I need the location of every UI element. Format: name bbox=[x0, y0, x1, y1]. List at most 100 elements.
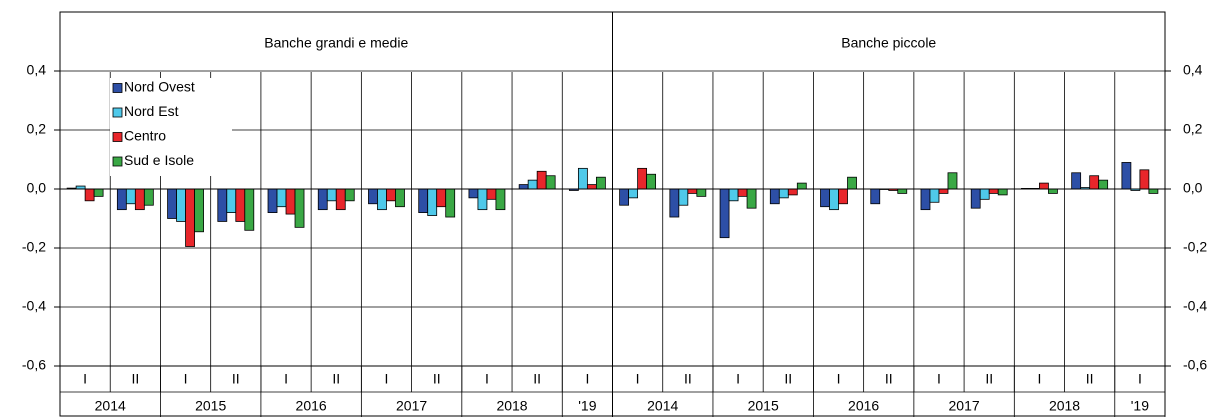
x-tick-label: II bbox=[131, 371, 139, 387]
bar bbox=[84, 188, 95, 202]
x-tick-label: II bbox=[533, 371, 541, 387]
year-label: 2018 bbox=[1049, 398, 1080, 414]
x-tick-label: II bbox=[985, 371, 993, 387]
x-tick-label: II bbox=[433, 371, 441, 387]
y-tick-label: 0,0 bbox=[27, 180, 47, 196]
y-tick-label: 0,0 bbox=[1183, 180, 1203, 196]
legend-label: Sud e Isole bbox=[124, 152, 194, 168]
bar bbox=[787, 188, 798, 196]
bar bbox=[235, 188, 246, 222]
bar bbox=[217, 188, 228, 222]
bar bbox=[418, 188, 429, 214]
panel-title: Banche piccole bbox=[841, 35, 936, 51]
bar bbox=[1139, 169, 1150, 190]
bar bbox=[970, 188, 981, 209]
y-tick-label: -0,2 bbox=[22, 239, 46, 255]
legend-box bbox=[110, 78, 232, 176]
y-tick-label: -0,2 bbox=[1183, 239, 1207, 255]
panel-title: Banche grandi e medie bbox=[264, 35, 408, 51]
bar bbox=[527, 179, 538, 190]
bar bbox=[769, 188, 780, 205]
y-tick-label: 0,2 bbox=[27, 121, 47, 137]
year-label: 2015 bbox=[195, 398, 226, 414]
x-tick-label: II bbox=[332, 371, 340, 387]
bar bbox=[93, 188, 104, 197]
bar bbox=[838, 188, 848, 205]
legend-label: Nord Ovest bbox=[124, 79, 195, 95]
bar bbox=[294, 188, 305, 228]
x-tick-label: I bbox=[837, 371, 841, 387]
bar bbox=[134, 188, 145, 211]
bar bbox=[143, 188, 154, 206]
year-label: 2017 bbox=[396, 398, 427, 414]
bar bbox=[678, 188, 689, 206]
bar bbox=[628, 188, 639, 199]
x-tick-label: I bbox=[1037, 371, 1041, 387]
x-tick-label: I bbox=[284, 371, 288, 387]
bar bbox=[244, 188, 255, 231]
bar bbox=[847, 176, 857, 190]
bar bbox=[427, 188, 438, 216]
bar bbox=[194, 188, 204, 233]
x-tick-label: I bbox=[83, 371, 87, 387]
bar bbox=[267, 188, 278, 214]
bar bbox=[997, 188, 1008, 196]
bar bbox=[637, 167, 648, 190]
x-tick-label: I bbox=[385, 371, 389, 387]
bar bbox=[929, 188, 940, 203]
bar bbox=[344, 188, 355, 202]
bar bbox=[778, 188, 789, 199]
x-tick-label: I bbox=[485, 371, 489, 387]
bar bbox=[696, 188, 707, 197]
bar bbox=[468, 188, 479, 199]
y-tick-label: 0,4 bbox=[1183, 62, 1203, 78]
bar bbox=[386, 188, 396, 202]
bar bbox=[1098, 179, 1109, 190]
y-tick-label: -0,6 bbox=[22, 357, 46, 373]
bar bbox=[486, 188, 497, 200]
year-label: '19 bbox=[1131, 398, 1149, 414]
y-tick-label: -0,4 bbox=[1183, 298, 1207, 314]
x-tick-label: I bbox=[937, 371, 941, 387]
bar bbox=[395, 188, 405, 208]
bar bbox=[988, 188, 999, 194]
bar bbox=[477, 188, 488, 211]
bar bbox=[377, 188, 387, 211]
bar bbox=[577, 167, 588, 190]
legend-label: Nord Est bbox=[124, 103, 179, 119]
bar bbox=[820, 188, 830, 208]
year-label: '19 bbox=[578, 398, 596, 414]
legend-swatch bbox=[112, 107, 123, 118]
bar bbox=[1148, 188, 1159, 194]
bar bbox=[1121, 162, 1132, 190]
year-label: 2016 bbox=[848, 398, 879, 414]
bar bbox=[1071, 172, 1082, 190]
legend-label: Centro bbox=[124, 128, 166, 144]
bar bbox=[829, 188, 839, 211]
bar bbox=[646, 173, 657, 190]
bar bbox=[317, 188, 328, 211]
year-label: 2018 bbox=[496, 398, 527, 414]
bar bbox=[226, 188, 237, 214]
bar bbox=[335, 188, 346, 211]
bar bbox=[619, 188, 630, 206]
x-tick-label: II bbox=[885, 371, 893, 387]
x-tick-label: I bbox=[736, 371, 740, 387]
bar bbox=[536, 170, 547, 190]
y-tick-label: -0,4 bbox=[22, 298, 46, 314]
year-label: 2014 bbox=[647, 398, 678, 414]
bar bbox=[276, 188, 287, 208]
legend-swatch bbox=[112, 132, 123, 142]
bar bbox=[116, 188, 127, 211]
y-tick-label: 0,4 bbox=[27, 62, 47, 78]
bar bbox=[185, 188, 195, 247]
bar bbox=[737, 188, 748, 197]
year-label: 2014 bbox=[95, 398, 126, 414]
bar bbox=[719, 188, 730, 239]
bar bbox=[595, 176, 606, 190]
x-tick-label: II bbox=[684, 371, 692, 387]
bar bbox=[445, 188, 456, 218]
bar bbox=[586, 184, 597, 190]
x-tick-label: II bbox=[784, 371, 792, 387]
